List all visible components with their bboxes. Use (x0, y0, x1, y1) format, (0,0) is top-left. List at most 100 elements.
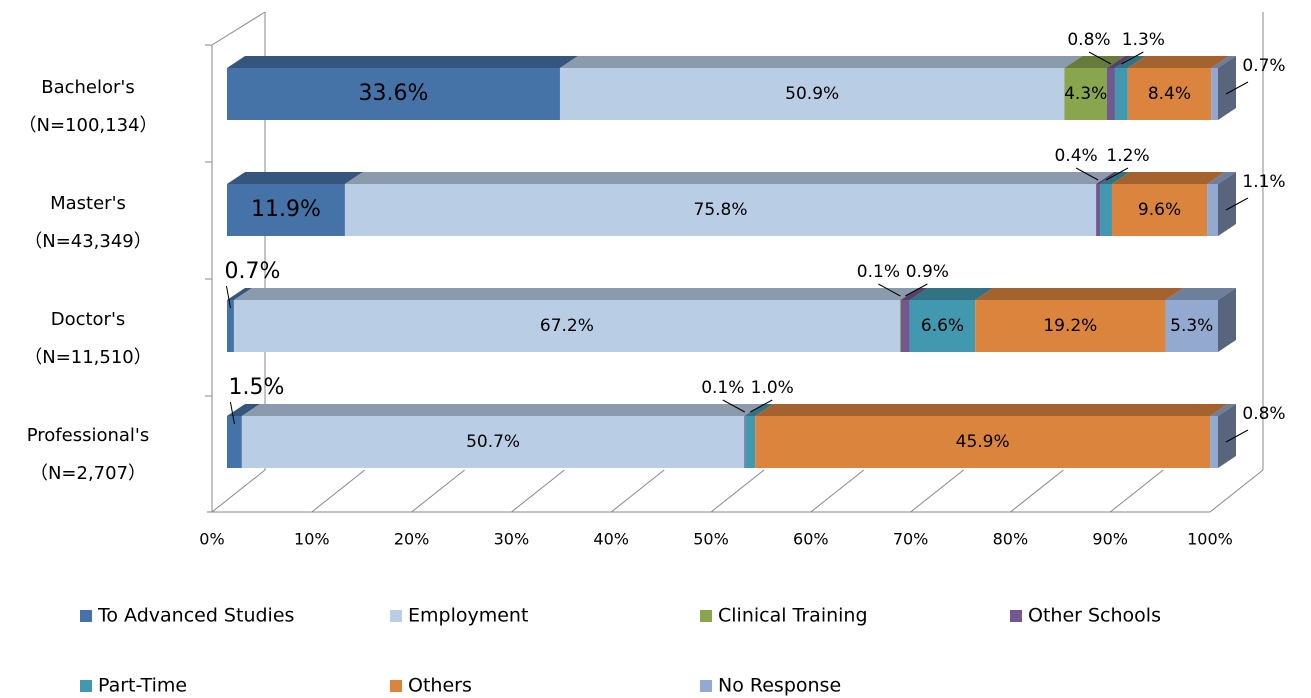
bar-top (1207, 172, 1236, 184)
bar-top (227, 172, 363, 184)
bar-top (1100, 172, 1130, 184)
bar (744, 416, 746, 468)
x-tick-label: 20% (394, 530, 430, 549)
leader-line (1225, 429, 1249, 443)
bar-side (1218, 56, 1236, 120)
bar (755, 416, 1211, 468)
leader-line (225, 285, 231, 309)
category-label: （N=43,349） (24, 231, 152, 252)
leader-line (1105, 167, 1129, 181)
data-label: 0.1% (701, 378, 744, 398)
leader-line (1225, 81, 1249, 95)
data-label: 1.2% (1106, 146, 1149, 166)
floor-grid-line (1010, 469, 1064, 513)
x-tick-label: 50% (693, 530, 729, 549)
data-label: 0.4% (1054, 146, 1097, 166)
legend-swatch (1010, 610, 1022, 622)
leader-line (722, 399, 746, 413)
bar (1100, 184, 1112, 236)
bar (233, 300, 900, 352)
legend-swatch (390, 680, 402, 692)
bar (227, 416, 242, 468)
legend-swatch (80, 680, 92, 692)
leader-line (750, 399, 773, 413)
bar (241, 416, 745, 468)
bar-top (1064, 56, 1126, 68)
bar-top (1127, 56, 1230, 68)
legend-label: Clinical Training (718, 605, 868, 627)
data-label: 0.9% (906, 262, 949, 282)
x-tick-label: 60% (793, 530, 829, 549)
bar (227, 184, 345, 236)
bar-top (1111, 172, 1226, 184)
bar-top (1114, 56, 1146, 68)
floor-grid-line (411, 469, 465, 513)
bar-top (755, 404, 1229, 416)
category-label: Doctor's (51, 309, 126, 330)
bar (227, 68, 560, 120)
legend-label: To Advanced Studies (97, 605, 294, 627)
bar (1111, 184, 1208, 236)
floor-grid-line (710, 469, 765, 513)
x-tick-label: 80% (993, 530, 1029, 549)
bar (1210, 416, 1218, 468)
floor-grid-line (610, 469, 665, 513)
x-tick-label: 10% (294, 530, 330, 549)
floor-grid-line (311, 469, 366, 513)
category-label: Professional's (27, 425, 150, 446)
leader-line (229, 401, 235, 425)
data-label: 0.7% (1242, 56, 1285, 76)
floor-grid-line (810, 469, 865, 513)
leader-line (1225, 197, 1249, 211)
data-label: 1.3% (1122, 30, 1165, 50)
bar (1096, 184, 1101, 236)
floor-grid-line (511, 469, 565, 513)
bar-top (975, 288, 1184, 300)
legend-label: Other Schools (1028, 605, 1161, 627)
data-label: 8.4% (1148, 84, 1191, 104)
data-label: 33.6% (359, 81, 429, 106)
bar (1064, 68, 1108, 120)
bar-top (241, 404, 763, 416)
category-label: Master's (50, 193, 126, 214)
bar-top (745, 404, 774, 416)
bar-side (1218, 404, 1236, 468)
legend-swatch (700, 680, 712, 692)
bar-top (227, 404, 260, 416)
legend-label: No Response (718, 675, 841, 697)
data-label: 1.5% (228, 375, 284, 400)
data-label: 9.6% (1138, 200, 1181, 220)
bar (1114, 68, 1128, 120)
bar (745, 416, 756, 468)
data-label: 19.2% (1043, 316, 1097, 336)
x-tick-label: 40% (593, 530, 629, 549)
bar (1127, 68, 1212, 120)
data-label: 50.7% (466, 432, 520, 452)
x-tick-label: 0% (199, 530, 224, 549)
bar (1211, 68, 1218, 120)
category-label: （N=100,134） (19, 115, 158, 136)
bar (559, 68, 1065, 120)
bar-side (1218, 172, 1236, 236)
bar-top (227, 288, 252, 300)
bar (1165, 300, 1218, 352)
bar-top (1165, 288, 1236, 300)
bar-top (227, 56, 578, 68)
data-label: 1.0% (751, 378, 794, 398)
bar (227, 300, 234, 352)
data-label: 75.8% (694, 200, 748, 220)
data-label: 5.3% (1170, 316, 1213, 336)
data-label: 11.9% (251, 197, 321, 222)
bar (900, 300, 910, 352)
x-tick-label: 90% (1092, 530, 1128, 549)
bar-top (559, 56, 1083, 68)
data-label: 45.9% (956, 432, 1010, 452)
bar-top (344, 172, 1115, 184)
floor-grid-line (910, 469, 964, 513)
leader-line (878, 283, 901, 297)
bar-top (1210, 404, 1236, 416)
bar-top (1211, 56, 1236, 68)
data-label: 0.1% (857, 262, 900, 282)
bar (1207, 184, 1218, 236)
